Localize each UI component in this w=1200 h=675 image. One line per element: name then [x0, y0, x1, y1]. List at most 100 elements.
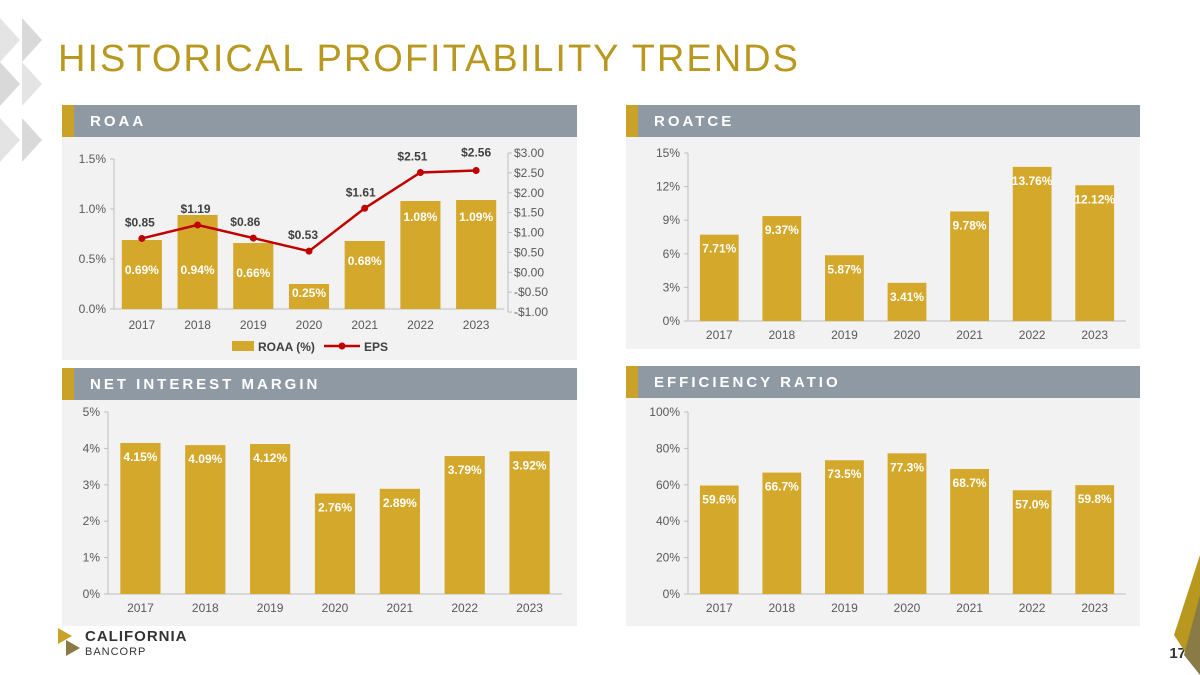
roaa-bar-2017	[121, 240, 162, 309]
right-y-tick-label: $0.00	[514, 265, 544, 279]
eps-point-2021	[361, 204, 369, 212]
roaa-bar-2023	[456, 200, 497, 309]
bar-2021	[379, 488, 420, 594]
roatce-panel-header: ROATCE	[626, 105, 1140, 137]
y-tick-label: 0%	[663, 314, 681, 328]
y-tick-label: 15%	[656, 146, 680, 160]
roaa-panel-header: ROAA	[62, 105, 577, 137]
data-label: 2.76%	[318, 501, 352, 515]
roaa-data-label: 0.68%	[348, 254, 382, 268]
bar-2017	[699, 234, 739, 321]
x-tick-label: 2020	[322, 601, 349, 615]
roatce-panel-title: ROATCE	[654, 113, 735, 130]
x-tick-label: 2023	[463, 318, 490, 332]
roaa-data-label: 0.25%	[292, 286, 326, 300]
x-tick-label: 2018	[192, 601, 219, 615]
bar-2021	[950, 211, 989, 321]
roaa-data-label: 1.09%	[459, 210, 493, 224]
y-tick-label: 0%	[83, 587, 101, 601]
eps-data-label: $0.53	[288, 228, 318, 242]
eps-point-2022	[416, 168, 424, 176]
right-y-tick-label: $2.50	[514, 166, 544, 180]
efficiency-chart: 0% 20% 40% 60% 80% 100% 2017 59.6% 2018 66.7% 2019…	[649, 405, 1126, 615]
y-tick-label: 3%	[663, 280, 681, 294]
x-tick-label: 2017	[706, 601, 733, 615]
california-bancorp-logo-icon	[58, 628, 80, 656]
data-label: 3.92%	[513, 458, 547, 472]
x-tick-label: 2022	[1019, 328, 1046, 342]
y-tick-label: 60%	[656, 478, 680, 492]
logo-text-line1: CALIFORNIA	[85, 628, 188, 645]
decorative-corner	[1174, 555, 1200, 675]
x-tick-label: 2018	[769, 328, 796, 342]
y-tick-label: 100%	[649, 405, 680, 419]
data-label: 59.8%	[1078, 492, 1112, 506]
data-label: 9.37%	[765, 223, 799, 237]
y-tick-label: 20%	[656, 551, 680, 565]
data-label: 5.87%	[827, 262, 861, 276]
data-label: 77.3%	[890, 460, 924, 474]
x-tick-label: 2017	[129, 318, 156, 332]
efficiency-panel: EFFICIENCY RATIO 0% 20% 40% 60% 80% 100% 2017 5…	[626, 366, 1140, 626]
x-tick-label: 2022	[1019, 601, 1046, 615]
data-label: 4.12%	[253, 451, 287, 465]
bar-2022	[1012, 166, 1052, 321]
x-tick-label: 2017	[706, 328, 733, 342]
nim-panel-title: NET INTEREST MARGIN	[90, 376, 321, 393]
data-label: 59.6%	[702, 493, 736, 507]
roaa-bar-2018	[177, 215, 218, 309]
y-tick-label: 12%	[656, 180, 680, 194]
roaa-bar-2022	[400, 201, 441, 309]
roaa-data-label: 0.66%	[236, 266, 270, 280]
roaa-data-label: 1.08%	[403, 210, 437, 224]
bar-2021	[950, 468, 989, 594]
roatce-panel: ROATCE 0% 3% 6% 9% 12% 15% 2017 7.71% 2018 9.37% 2…	[626, 105, 1140, 349]
y-tick-label: 1%	[83, 551, 101, 565]
eps-data-label: $1.19	[181, 202, 211, 216]
y-tick-label: 5%	[83, 405, 101, 419]
x-tick-label: 2023	[1081, 601, 1108, 615]
bar-2017	[120, 442, 161, 594]
legend-label-eps: EPS	[364, 340, 388, 354]
y-tick-label: 3%	[83, 478, 101, 492]
x-tick-label: 2020	[296, 318, 323, 332]
legend-swatch-roaa	[232, 341, 254, 351]
eps-point-2019	[249, 234, 257, 242]
eps-point-2018	[194, 221, 202, 229]
x-tick-label: 2019	[831, 328, 858, 342]
efficiency-panel-title: EFFICIENCY RATIO	[654, 374, 841, 391]
right-y-tick-label: $2.00	[514, 186, 544, 200]
y-tick-label: 40%	[656, 514, 680, 528]
x-tick-label: 2023	[1081, 328, 1108, 342]
y-tick-label: 9%	[663, 213, 681, 227]
x-tick-label: 2018	[184, 318, 211, 332]
bar-2023	[1075, 485, 1115, 594]
data-label: 57.0%	[1015, 497, 1049, 511]
page-title: HISTORICAL PROFITABILITY TRENDS	[58, 38, 800, 80]
y-tick-label: 0%	[663, 587, 681, 601]
bar-2019	[825, 460, 864, 594]
x-tick-label: 2021	[351, 318, 378, 332]
eps-point-2017	[138, 234, 146, 242]
x-tick-label: 2022	[407, 318, 434, 332]
page-number: 17	[1169, 645, 1186, 662]
right-y-tick-label: -$0.50	[514, 285, 548, 299]
logo-text-line2: BANCORP	[85, 646, 147, 658]
y-tick-label: 80%	[656, 441, 680, 455]
left-y-tick-label: 1.0%	[79, 202, 107, 216]
left-y-tick-label: 1.5%	[79, 152, 107, 166]
x-tick-label: 2021	[956, 328, 983, 342]
data-label: 9.78%	[953, 218, 987, 232]
bar-2020	[887, 282, 927, 321]
x-tick-label: 2019	[240, 318, 267, 332]
x-tick-label: 2021	[956, 601, 983, 615]
bar-2019	[250, 444, 291, 594]
right-y-tick-label: $1.50	[514, 206, 544, 220]
decorative-chevrons	[0, 18, 42, 162]
left-y-tick-label: 0.5%	[79, 252, 107, 266]
nim-panel: NET INTEREST MARGIN 0% 1% 2% 3% 4% 5% 2017 4.15…	[62, 368, 577, 626]
roaa-data-label: 0.69%	[125, 263, 159, 277]
roaa-data-label: 0.94%	[181, 263, 215, 277]
roaa-chart: 0.0% 0.5% 1.0% 1.5% -$1.00 -$0.50 $0.00 $0.50 $1…	[79, 145, 549, 354]
eps-point-2023	[472, 166, 480, 174]
